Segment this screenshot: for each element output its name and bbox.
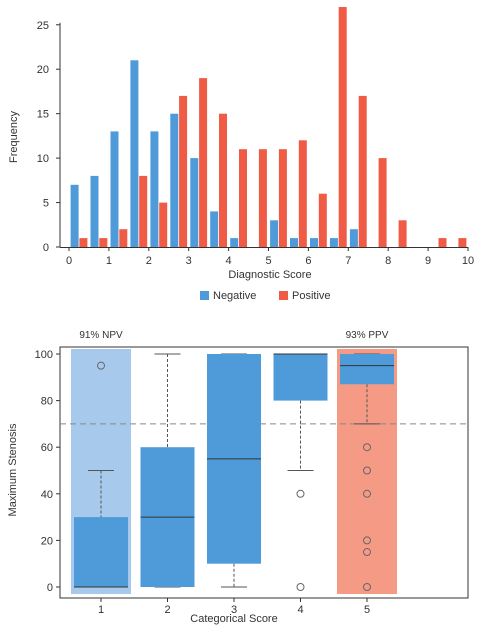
histogram-y-tick-label: 25 [37, 20, 49, 32]
boxplot-y-tick-label: 100 [35, 349, 53, 361]
histogram-x-tick-label: 6 [305, 255, 311, 267]
boxplot-x-tick-label: 3 [231, 604, 237, 616]
bar-positive-bin-19 [458, 238, 467, 247]
bar-positive-bin-16 [398, 220, 407, 247]
histogram-x-tick-label: 4 [226, 255, 232, 267]
box-iqr [74, 517, 128, 587]
bar-negative-bin-2 [110, 131, 119, 247]
histogram-x-tick-label: 3 [186, 255, 192, 267]
bar-negative-bin-12 [310, 238, 318, 247]
bar-positive-bin-11 [298, 140, 307, 247]
outlier-point [363, 489, 371, 498]
box-iqr [340, 354, 394, 385]
boxplot-x-tick-label: 4 [297, 604, 303, 616]
bar-positive-bin-3 [139, 175, 148, 247]
annotation-npv: 91% NPV [79, 330, 123, 341]
boxplot-x-axis-label: Categorical Score [190, 613, 277, 625]
boxplot-x-tick-label: 1 [98, 604, 104, 616]
histogram-x-tick-label: 9 [425, 255, 431, 267]
histogram-x-ticks: 0 1 2 3 4 5 6 7 8 9 10 [66, 247, 474, 267]
histogram-x-tick-label: 0 [66, 255, 72, 267]
histogram-y-tick-label: 10 [37, 153, 49, 165]
bar-negative-bin-3 [130, 60, 139, 247]
bar-negative-bin-6 [190, 158, 199, 247]
histogram-x-tick-label: 10 [462, 255, 474, 267]
outlier-point [363, 466, 371, 475]
bar-positive-bin-14 [358, 95, 367, 248]
legend-swatch-positive [279, 291, 288, 300]
histogram-x-tick-label: 5 [265, 255, 271, 267]
histogram-y-tick-label: 15 [37, 109, 49, 121]
bar-positive-bin-12 [318, 193, 327, 247]
bar-positive-bin-4 [159, 202, 168, 247]
bar-positive-bin-1 [99, 238, 108, 247]
histogram-chart: 0 5 10 15 20 25 0 1 2 3 4 5 6 7 8 9 10 Frequency Diagno… [8, 7, 474, 302]
bar-positive-bin-5 [179, 95, 188, 248]
bar-positive-bin-6 [199, 78, 208, 247]
bar-positive-bin-0 [79, 238, 88, 247]
histogram-x-tick-label: 8 [385, 255, 391, 267]
box-category-4 [273, 353, 328, 591]
outlier-point [363, 536, 371, 545]
boxplot-chart: 0 20 40 60 80 100 1 2 3 4 5 91% NPV 93% PPV Maxim… [7, 330, 469, 625]
boxplot-y-axis-label: Maximum Stenosis [7, 423, 19, 516]
box-category-3 [207, 353, 261, 588]
bar-positive-bin-10 [278, 149, 287, 247]
histogram-y-ticks: 0 5 10 15 20 25 [37, 20, 60, 254]
outlier-point [97, 361, 105, 370]
boxplot-y-tick-label: 60 [41, 442, 53, 454]
boxplot-frame [59, 346, 469, 599]
boxplot-y-ticks: 0 20 40 60 80 100 [35, 349, 60, 594]
histogram-x-axis-label: Diagnostic Score [228, 269, 311, 281]
boxplot-x-ticks: 1 2 3 4 5 [98, 598, 370, 616]
histogram-x-tick-label: 7 [345, 255, 351, 267]
boxplot-y-tick-label: 20 [41, 535, 53, 547]
histogram-y-axis-label: Frequency [8, 111, 20, 163]
outlier-point [363, 443, 371, 452]
outlier-point [363, 583, 371, 591]
bar-negative-bin-13 [329, 238, 338, 247]
box-category-1 [74, 361, 128, 588]
bar-negative-bin-1 [90, 175, 99, 247]
bar-positive-bin-2 [119, 229, 128, 247]
box-category-2 [140, 353, 195, 588]
boxplot-x-tick-label: 5 [364, 604, 370, 616]
bar-negative-bin-0 [70, 184, 79, 247]
bar-positive-bin-7 [219, 113, 227, 247]
boxplot-x-tick-label: 2 [164, 604, 170, 616]
bar-positive-bin-8 [239, 149, 247, 247]
boxplot-y-tick-label: 0 [47, 582, 53, 594]
box-category-5 [340, 353, 394, 591]
legend-label-positive: Positive [292, 290, 331, 302]
legend-swatch-negative [200, 291, 209, 300]
bar-negative-bin-14 [349, 229, 358, 247]
outlier-point [296, 583, 305, 591]
bar-negative-bin-10 [270, 220, 279, 247]
histogram-y-tick-label: 5 [43, 198, 49, 210]
bar-positive-bin-15 [378, 158, 387, 247]
histogram-bars [70, 7, 467, 248]
boxplot-y-tick-label: 40 [41, 489, 53, 501]
outlier-point [296, 489, 305, 498]
bar-positive-bin-9 [258, 149, 267, 247]
box-iqr [273, 354, 328, 401]
bar-positive-bin-18 [438, 238, 447, 247]
legend-label-negative: Negative [213, 290, 256, 302]
histogram-x-tick-label: 2 [146, 255, 152, 267]
bar-positive-bin-13 [338, 7, 347, 247]
histogram-legend: Negative Positive [200, 290, 331, 302]
bar-negative-bin-5 [170, 113, 179, 247]
bar-negative-bin-8 [230, 238, 239, 247]
bar-negative-bin-11 [290, 238, 298, 247]
bar-negative-bin-7 [210, 211, 219, 247]
histogram-y-tick-label: 20 [37, 64, 49, 76]
boxplot-boxes [74, 353, 394, 591]
histogram-y-tick-label: 0 [43, 242, 49, 254]
outlier-point [363, 548, 371, 557]
boxplot-y-tick-label: 80 [41, 396, 53, 408]
annotation-ppv: 93% PPV [346, 330, 389, 341]
histogram-x-tick-label: 1 [106, 255, 112, 267]
bar-negative-bin-4 [150, 131, 159, 247]
